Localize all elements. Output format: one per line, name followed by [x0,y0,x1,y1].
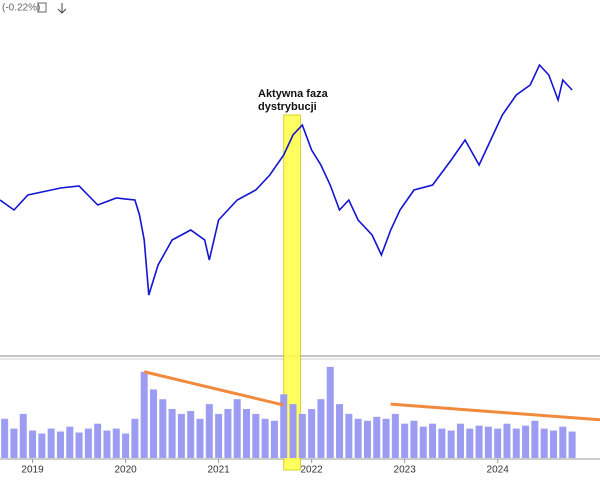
volume-bar [447,430,455,458]
volume-bar [373,416,381,458]
highlight-band [283,114,301,471]
volume-bar [289,404,297,458]
volume-bar [10,428,18,458]
volume-bar [196,418,204,458]
annotation: Aktywna faza [258,88,329,100]
annotation: dystrybucji [258,101,317,113]
volume-bar [549,430,557,458]
volume-bar [484,426,492,458]
volume-bar [177,413,185,458]
volume-bar [215,413,223,458]
volume-bar [410,420,418,458]
volume-bar [122,433,130,458]
volume-bar [252,413,260,458]
x-tick-label: 2024 [487,465,510,476]
volume-bar [149,389,157,458]
volume-bar [224,409,232,458]
volume-bar [568,431,576,458]
volume-bar [466,428,474,458]
volume-bar [205,404,213,458]
volume-bar [475,425,483,458]
volume-bar [531,420,539,458]
header-change: (-0.22%) [2,3,40,14]
volume-bar [354,418,362,458]
volume-bar [382,418,390,458]
volume-bar [419,426,427,458]
volume-bar [438,428,446,458]
trend-line [390,402,600,422]
volume-bar [326,366,334,458]
volume-bar [66,426,74,458]
volume-bar [159,399,167,458]
volume-bar [503,423,511,458]
price-line [0,63,573,296]
x-tick-label: 2019 [21,465,44,476]
x-tick-label: 2020 [114,465,137,476]
volume-bar [280,394,288,458]
trend-line [143,370,285,407]
volume-bar [429,423,437,458]
volume-bar [233,399,241,458]
volume-bar [131,418,139,458]
volume-bar [345,413,353,458]
volume-bar [38,433,46,458]
volume-bar [47,428,55,458]
x-tick-label: 2021 [207,465,230,476]
x-tick-label: 2023 [394,465,417,476]
volume-bar [522,425,530,458]
volume-bar [140,371,148,458]
volume-bar [317,399,325,458]
volume-bar [540,428,548,458]
volume-bar [168,409,176,458]
volume-bar [94,423,102,458]
volume-bar [243,409,251,458]
volume-bar [1,418,9,458]
icon-expand[interactable] [37,2,47,13]
volume-bar [308,409,316,458]
x-tick-label: 2022 [301,465,324,476]
volume-bar [56,431,64,458]
volume-bar [112,428,120,458]
volume-bar [103,430,111,458]
volume-bar [75,432,83,458]
volume-bar [494,428,502,458]
volume-bar [270,420,278,458]
volume-bar [456,423,464,458]
volume-bar [512,428,520,458]
volume-bar [261,418,269,458]
volume-bar [401,423,409,458]
volume-bar [19,413,27,458]
volume-bar [363,420,371,458]
volume-bar [391,413,399,458]
icon-download[interactable] [57,3,67,14]
volume-bar [336,404,344,458]
volume-bar [298,413,306,458]
volume-bar [559,426,567,458]
volume-bar [187,410,195,458]
volume-bar [84,428,92,458]
volume-bar [29,430,37,458]
